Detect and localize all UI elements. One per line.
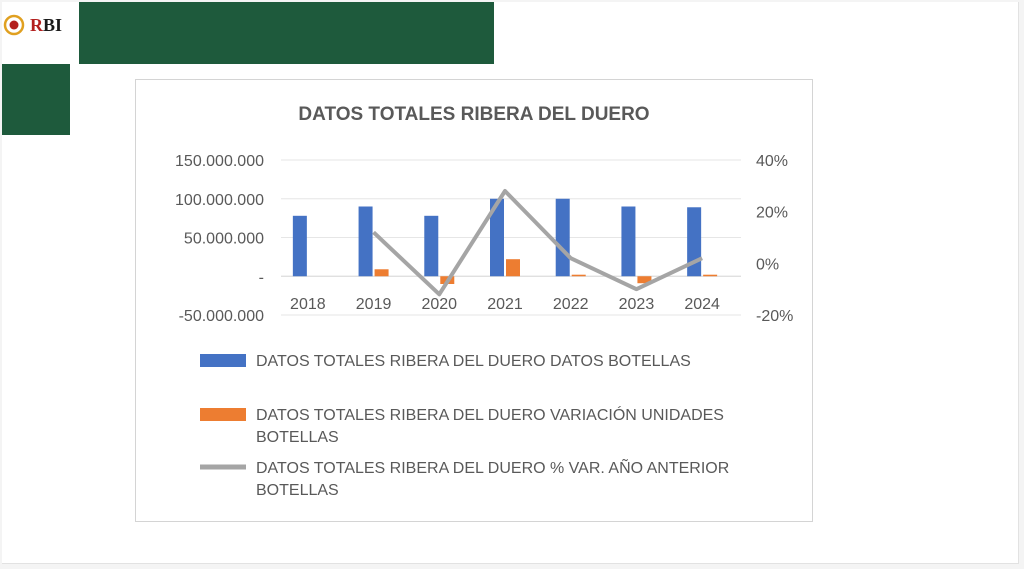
header-band [79, 2, 494, 64]
legend-label: DATOS TOTALES RIBERA DEL DUERO VARIACIÓN… [256, 405, 724, 446]
bar-botellas [424, 215, 439, 277]
x-tick-label: 2020 [421, 296, 457, 313]
x-tick-label: 2024 [684, 296, 720, 313]
x-tick-label: 2023 [619, 296, 655, 313]
logo-text: RBI [30, 15, 63, 35]
x-tick-label: 2019 [356, 296, 392, 313]
rbi-logo: RBI [2, 10, 74, 40]
bar-botellas [358, 206, 373, 277]
y-tick-label: 150.000.000 [175, 153, 264, 170]
legend-label: DATOS TOTALES RIBERA DEL DUERO DATOS BOT… [256, 353, 691, 370]
legend-swatch [200, 354, 246, 367]
bar-variacion [374, 269, 389, 277]
bar-variacion [637, 276, 652, 284]
y2-tick-label: 0% [756, 256, 779, 273]
legend-label: DATOS TOTALES RIBERA DEL DUERO % VAR. AÑ… [256, 457, 729, 499]
y2-tick-label: -20% [756, 308, 793, 325]
bar-variacion [571, 274, 586, 277]
side-band [2, 64, 70, 135]
bar-botellas [555, 198, 570, 277]
y-tick-label: -50.000.000 [179, 308, 265, 325]
x-tick-label: 2021 [487, 296, 523, 313]
chart-container: DATOS TOTALES RIBERA DEL DUERO -50.000.0… [135, 79, 813, 522]
bar-botellas [490, 198, 504, 277]
logo-ring-icon [3, 14, 25, 36]
combo-chart: DATOS TOTALES RIBERA DEL DUERO -50.000.0… [175, 104, 793, 499]
y-tick-label: - [259, 269, 264, 286]
x-tick-label: 2018 [290, 296, 326, 313]
bar-botellas [292, 215, 307, 277]
bar-botellas [621, 206, 636, 277]
chart-title: DATOS TOTALES RIBERA DEL DUERO [298, 104, 649, 125]
bar-variacion [703, 274, 718, 277]
y2-tick-label: 40% [756, 153, 788, 170]
y-tick-label: 100.000.000 [175, 192, 264, 209]
bar-variacion [506, 259, 520, 277]
line-series-var [372, 189, 703, 297]
y2-tick-label: 20% [756, 205, 788, 222]
legend-swatch [200, 408, 246, 421]
y-tick-label: 50.000.000 [184, 231, 264, 248]
x-tick-label: 2022 [553, 296, 589, 313]
